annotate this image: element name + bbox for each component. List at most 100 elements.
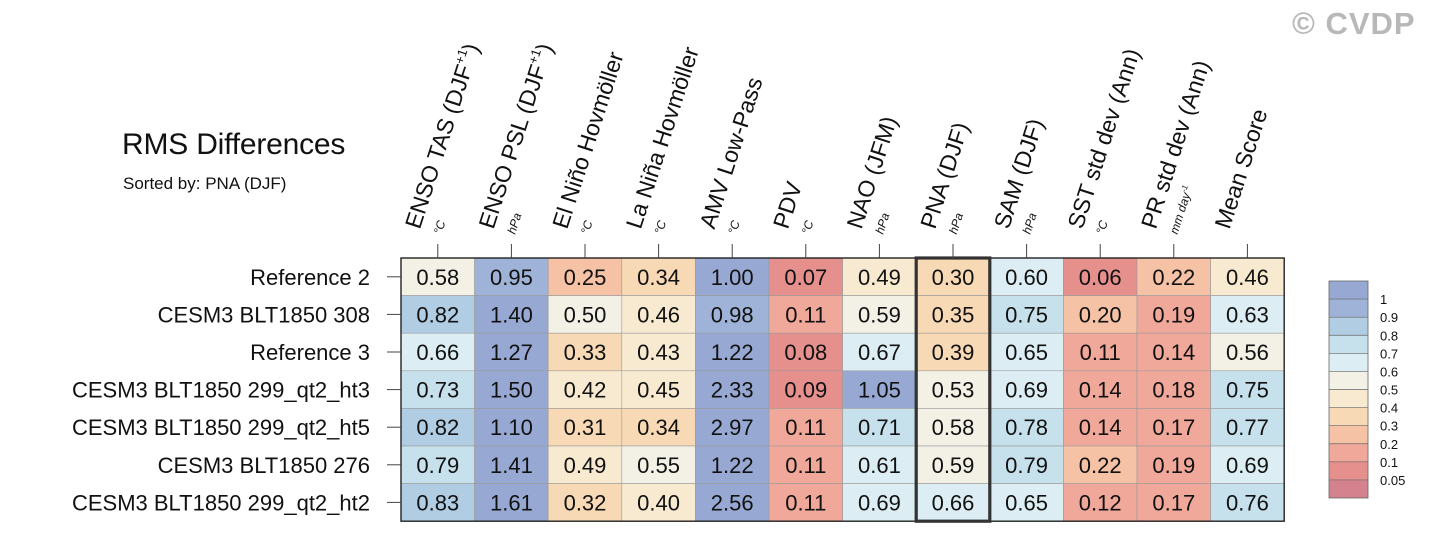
heatmap-cell [1210, 483, 1285, 522]
heatmap-cell [695, 295, 770, 334]
cell-value-label: 0.58 [416, 265, 459, 290]
heatmap-cell [768, 370, 843, 409]
colorbar-label: 0.3 [1380, 419, 1398, 434]
chart-subtitle: Sorted by: PNA (DJF) [123, 174, 287, 193]
heatmap-cell [474, 445, 549, 484]
cell-value-label: 0.45 [637, 378, 680, 403]
cell-value-label: 0.77 [1226, 415, 1269, 440]
heatmap-cell [768, 483, 843, 522]
column-header-label: SAM (DJF) [989, 115, 1049, 231]
heatmap-cell [695, 408, 770, 447]
colorbar-segment [1329, 299, 1368, 318]
cell-value-label: 0.69 [1005, 378, 1048, 403]
heatmap-cell [400, 483, 475, 522]
column-header-label: Mean Score [1209, 106, 1272, 232]
column-header-label: El Niño Hovmöller [547, 48, 629, 231]
heatmap-cell [842, 445, 917, 484]
cell-value-label: 0.83 [416, 490, 459, 515]
heatmap-cell [621, 332, 696, 372]
heatmap-cell [1210, 408, 1285, 447]
heatmap-cell [768, 332, 843, 372]
cell-value-label: 0.17 [1152, 490, 1195, 515]
cell-value-label: 0.18 [1152, 378, 1195, 403]
heatmap-cell [1136, 257, 1211, 296]
colorbar-segment [1329, 425, 1368, 444]
cell-value-label: 0.69 [1226, 453, 1269, 478]
cell-value-label: 0.75 [1005, 302, 1048, 327]
colorbar-label: 0.5 [1380, 383, 1398, 398]
heatmap-cell [695, 445, 770, 484]
heatmap-cell [474, 370, 549, 409]
column-unit-label: hPa [1020, 211, 1040, 236]
cell-value-label: 0.22 [1152, 265, 1195, 290]
cell-value-label: 0.66 [416, 340, 459, 365]
cell-value-label: 0.71 [858, 415, 901, 440]
cell-value-label: 0.66 [932, 490, 975, 515]
cell-value-label: 1.05 [858, 378, 901, 403]
column-unit-label: °C [1093, 218, 1111, 235]
cell-value-label: 0.25 [564, 265, 607, 290]
heatmap-cell [768, 295, 843, 334]
column-header-label: ENSO PSL (DJF+1) [472, 40, 557, 232]
cell-value-label: 0.14 [1152, 340, 1195, 365]
cell-value-label: 2.33 [711, 378, 754, 403]
heatmap-cell [915, 408, 991, 447]
heatmap-cell [1063, 483, 1138, 522]
cell-value-label: 0.11 [785, 302, 826, 327]
heatmap-cell [400, 295, 475, 334]
column-header-label: NAO (JFM) [841, 113, 902, 232]
cell-value-label: 2.97 [711, 415, 754, 440]
colorbar-label: 0.2 [1380, 437, 1398, 452]
cell-value-label: 0.19 [1152, 453, 1195, 478]
heatmap-cell [1136, 445, 1211, 484]
cell-value-label: 0.14 [1079, 415, 1122, 440]
column-header-label: PNA (DJF) [915, 119, 974, 232]
cell-value-label: 0.50 [564, 302, 607, 327]
column-unit-label: °C [578, 218, 596, 235]
column-header-label: ENSO TAS (DJF+1) [399, 40, 484, 232]
cell-value-label: 0.82 [416, 415, 459, 440]
heatmap-cell [1136, 408, 1211, 447]
colorbar-label: 0.4 [1380, 401, 1398, 416]
cell-value-label: 0.78 [1005, 415, 1048, 440]
chart-title: RMS Differences [122, 128, 346, 161]
colorbar-label: 0.1 [1380, 455, 1398, 470]
heatmap-cell [915, 257, 991, 296]
heatmap-cell [1136, 483, 1211, 522]
heatmap-cell [1210, 257, 1285, 296]
cell-value-label: 0.07 [784, 265, 827, 290]
cell-value-label: 0.55 [637, 453, 680, 478]
cell-value-label: 1.41 [490, 453, 533, 478]
cell-value-label: 0.69 [858, 490, 901, 515]
heatmap-cell [621, 408, 696, 447]
heatmap-cell [400, 332, 475, 372]
heatmap-cell [768, 408, 843, 447]
heatmap-cell [842, 370, 917, 409]
cell-value-label: 0.59 [858, 302, 901, 327]
cell-value-label: 0.11 [1080, 340, 1121, 365]
heatmap-cell [1136, 370, 1211, 409]
heatmap-cell [1063, 445, 1138, 484]
cell-value-label: 0.63 [1226, 302, 1269, 327]
colorbar-segment [1329, 479, 1368, 498]
heatmap-cell [695, 370, 770, 409]
heatmap-cell [621, 483, 696, 522]
heatmap-cell [1063, 370, 1138, 409]
colorbar-segment [1329, 335, 1368, 354]
heatmap-cell [1136, 295, 1211, 334]
heatmap-cell [1210, 332, 1285, 372]
heatmap-cell [989, 295, 1064, 334]
heatmap-cell [1063, 408, 1138, 447]
cell-value-label: 0.08 [784, 340, 827, 365]
cell-value-label: 0.58 [932, 415, 975, 440]
column-unit-label: hPa [504, 211, 524, 236]
heatmap-cell [621, 445, 696, 484]
cell-value-label: 1.61 [490, 490, 533, 515]
cell-value-label: 0.17 [1152, 415, 1195, 440]
heatmap-cell [989, 370, 1064, 409]
cell-value-label: 0.35 [932, 302, 975, 327]
heatmap-cell [547, 332, 623, 372]
cell-value-label: 0.32 [564, 490, 607, 515]
heatmap-cell [695, 483, 770, 522]
